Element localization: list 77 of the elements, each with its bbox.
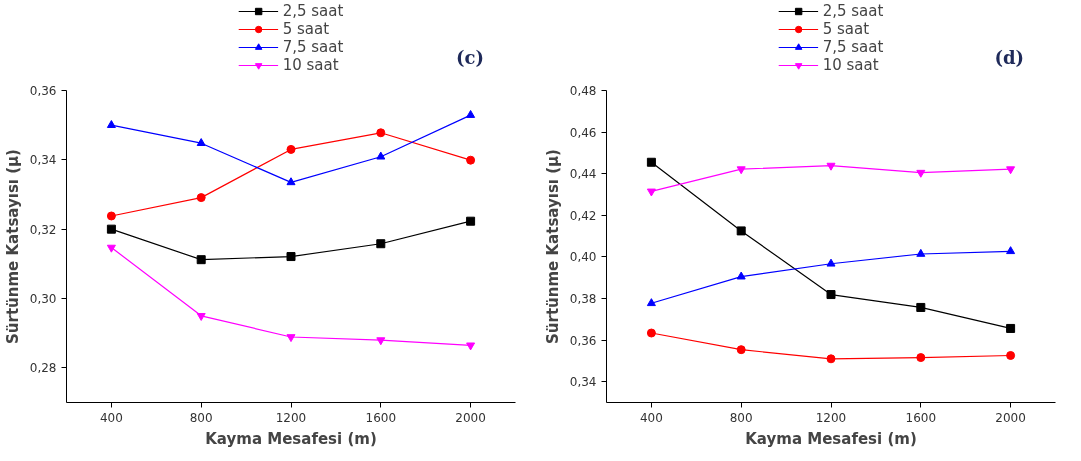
y-tick-label: 0,42 — [569, 208, 597, 223]
point — [286, 177, 296, 186]
point — [376, 151, 386, 160]
point — [646, 157, 656, 167]
point — [196, 193, 206, 203]
point — [376, 128, 386, 138]
point — [736, 226, 746, 236]
x-tick-label: 1200 — [275, 410, 307, 425]
point — [286, 144, 296, 154]
point — [1006, 166, 1016, 175]
point — [1006, 246, 1016, 255]
point — [916, 169, 926, 178]
point — [646, 298, 656, 307]
y-tick-label: 0,34 — [569, 375, 597, 390]
legend-label: 2,5 saat — [282, 2, 344, 20]
x-tick-label: 2000 — [455, 410, 486, 425]
x-tick-label: 400 — [639, 410, 663, 425]
legend-label: 5 saat — [822, 20, 870, 38]
y-tick-label: 0,36 — [569, 333, 597, 348]
y-tick-label: 0,48 — [569, 84, 597, 98]
point — [466, 155, 476, 165]
legend-label: 10 saat — [822, 56, 879, 74]
y-tick-label: 0,38 — [569, 292, 597, 306]
x-tick-label: 400 — [99, 410, 123, 425]
x-tick-label: 1200 — [815, 410, 847, 425]
point — [106, 120, 116, 128]
x-tick-label: 2000 — [995, 410, 1026, 425]
point — [106, 211, 116, 221]
y-tick-label: 0,28 — [29, 361, 57, 376]
x-axis-title: Kayma Mesafesi (m) — [205, 429, 377, 448]
legend-label: 5 saat — [282, 20, 330, 38]
y-tick-label: 0,30 — [29, 292, 57, 306]
point — [466, 109, 476, 118]
text: (c) — [456, 47, 485, 69]
legend-label: 7,5 saat — [282, 38, 344, 56]
point — [286, 334, 296, 343]
point — [466, 216, 476, 226]
point — [286, 252, 296, 262]
y-tick-label: 0,36 — [29, 84, 57, 98]
point — [736, 166, 746, 175]
y-tick-label: 0,40 — [569, 250, 597, 265]
point — [916, 302, 926, 312]
point — [196, 255, 206, 265]
text: (d) — [994, 47, 1025, 69]
point — [916, 353, 926, 363]
point — [376, 337, 386, 346]
point — [106, 224, 116, 234]
y-tick-label: 0,46 — [569, 125, 597, 140]
x-tick-label: 800 — [189, 410, 213, 425]
point — [106, 244, 116, 253]
point — [826, 290, 836, 300]
point — [196, 313, 206, 321]
x-axis-title: Kayma Mesafesi (m) — [745, 429, 917, 448]
y-tick-label: 0,32 — [29, 222, 57, 237]
point — [646, 328, 656, 338]
point — [196, 138, 206, 146]
y-tick-label: 0,34 — [29, 153, 57, 168]
point — [826, 354, 836, 364]
point — [736, 345, 746, 355]
point — [736, 271, 746, 280]
point — [1006, 351, 1016, 360]
x-tick-label: 1600 — [365, 410, 397, 425]
x-tick-label: 1600 — [905, 410, 937, 425]
x-tick-label: 800 — [729, 410, 753, 425]
point — [826, 162, 836, 171]
y-axis-title: Sürtünme Katsayısı (μ) — [543, 149, 562, 344]
point — [466, 342, 476, 351]
legend-label: 2,5 saat — [822, 2, 884, 20]
y-tick-label: 0,44 — [569, 167, 597, 182]
point — [646, 188, 656, 197]
point — [1006, 323, 1016, 333]
point — [376, 239, 386, 249]
legend-label: 7,5 saat — [822, 38, 884, 56]
y-axis-title: Sürtünme Katsayısı (μ) — [3, 149, 22, 344]
point — [916, 248, 926, 257]
point — [826, 258, 836, 267]
legend-label: 10 saat — [282, 56, 339, 74]
